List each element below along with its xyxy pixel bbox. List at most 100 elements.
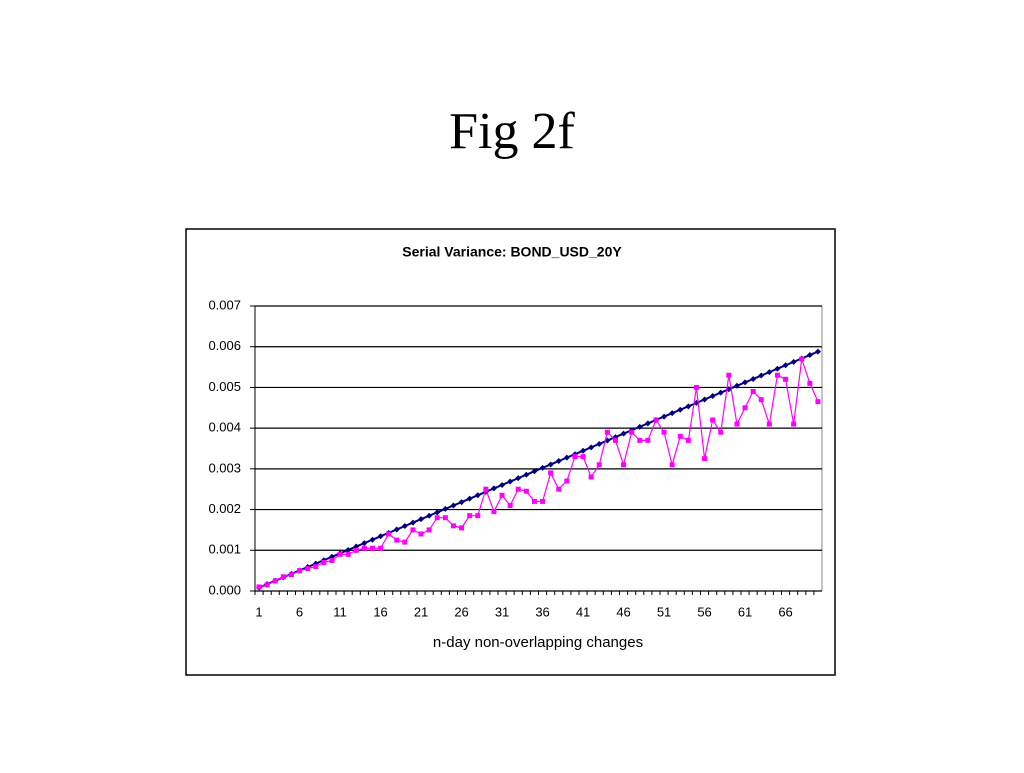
slide-title: Fig 2f	[449, 103, 575, 160]
point-marker	[434, 515, 440, 521]
point-marker	[556, 486, 562, 492]
y-tick-label: 0.001	[208, 542, 241, 557]
point-marker	[758, 397, 764, 403]
point-marker	[791, 421, 797, 427]
point-marker	[490, 485, 497, 492]
point-marker	[409, 519, 416, 526]
point-marker	[499, 481, 506, 488]
point-marker	[402, 539, 408, 545]
point-marker	[621, 462, 627, 468]
point-marker	[426, 527, 432, 533]
point-marker	[410, 527, 416, 533]
point-marker	[669, 462, 675, 468]
point-marker	[774, 365, 781, 372]
point-marker	[434, 509, 441, 516]
point-marker	[661, 413, 668, 420]
point-marker	[337, 551, 343, 557]
point-marker	[620, 430, 627, 437]
x-tick-label: 6	[296, 604, 303, 619]
x-axis-label: n-day non-overlapping changes	[433, 634, 643, 651]
point-marker	[734, 421, 740, 427]
point-marker	[563, 454, 570, 461]
point-marker	[693, 384, 699, 390]
point-marker	[305, 566, 311, 572]
point-marker	[418, 516, 425, 523]
x-tick-label: 36	[535, 604, 549, 619]
point-marker	[288, 572, 294, 578]
point-marker	[256, 584, 262, 590]
point-marker	[548, 470, 554, 476]
point-marker	[450, 523, 456, 529]
y-tick-label: 0.002	[208, 501, 241, 516]
point-marker	[572, 454, 578, 460]
point-marker	[612, 437, 618, 443]
point-marker	[361, 545, 367, 551]
y-tick-label: 0.004	[208, 420, 241, 435]
point-marker	[555, 458, 562, 465]
point-marker	[515, 475, 522, 482]
point-marker	[604, 429, 610, 435]
point-marker	[369, 536, 376, 543]
y-tick-label: 0.007	[208, 297, 241, 312]
point-marker	[547, 461, 554, 468]
point-marker	[507, 478, 514, 485]
point-marker	[799, 356, 805, 362]
point-marker	[580, 454, 586, 460]
x-tick-label: 26	[454, 604, 468, 619]
point-marker	[386, 531, 392, 537]
point-marker	[394, 537, 400, 543]
y-tick-label: 0.003	[208, 460, 241, 475]
point-marker	[645, 437, 651, 443]
point-marker	[426, 512, 433, 519]
point-marker	[531, 468, 538, 475]
x-tick-label: 41	[576, 604, 590, 619]
point-marker	[710, 417, 716, 423]
x-tick-label: 1	[255, 604, 262, 619]
point-marker	[677, 406, 684, 413]
point-marker	[637, 437, 643, 443]
point-marker	[467, 513, 473, 519]
point-marker	[807, 380, 813, 386]
point-marker	[393, 526, 400, 533]
point-marker	[580, 447, 587, 454]
point-marker	[442, 505, 449, 512]
point-marker	[766, 421, 772, 427]
point-marker	[718, 429, 724, 435]
point-marker	[814, 348, 821, 355]
point-marker	[377, 533, 384, 540]
point-marker	[653, 417, 659, 423]
point-marker	[264, 582, 270, 588]
point-marker	[766, 369, 773, 376]
point-marker	[475, 513, 481, 519]
point-marker	[466, 495, 473, 502]
x-tick-label: 16	[373, 604, 387, 619]
point-marker	[483, 486, 489, 492]
point-marker	[596, 440, 603, 447]
x-tick-label: 46	[616, 604, 630, 619]
point-marker	[369, 545, 375, 551]
point-marker	[499, 492, 505, 498]
point-marker	[685, 437, 691, 443]
chart-title: Serial Variance: BOND_USD_20Y	[402, 244, 622, 260]
y-tick-label: 0.005	[208, 379, 241, 394]
point-marker	[742, 379, 749, 386]
point-marker	[459, 525, 465, 531]
point-marker	[750, 389, 756, 394]
point-marker	[726, 372, 732, 378]
series-line	[258, 358, 819, 588]
point-marker	[321, 560, 327, 565]
point-marker	[313, 564, 319, 570]
point-marker	[588, 474, 594, 480]
point-marker	[345, 546, 352, 553]
point-marker	[353, 547, 359, 553]
point-marker	[329, 557, 335, 563]
x-tick-label: 66	[778, 604, 792, 619]
point-marker	[474, 492, 481, 499]
point-marker	[523, 471, 530, 478]
y-tick-label: 0.000	[208, 582, 241, 597]
point-marker	[450, 502, 457, 509]
x-tick-label: 31	[495, 604, 509, 619]
point-marker	[717, 389, 724, 396]
point-marker	[677, 433, 683, 439]
point-marker	[540, 498, 546, 504]
